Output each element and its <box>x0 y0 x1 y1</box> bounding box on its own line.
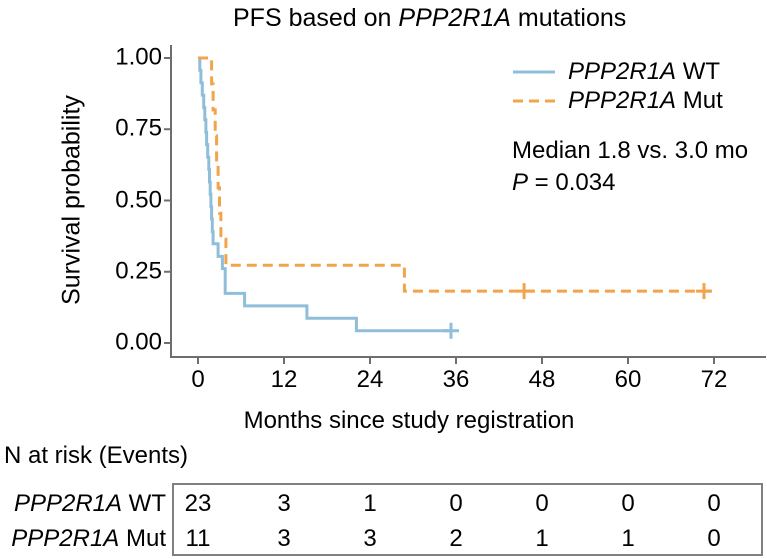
x-tick-label: 72 <box>700 366 728 393</box>
survival-curve-wt <box>198 56 451 333</box>
legend-item-wt: PPP2R1A WT <box>512 58 720 86</box>
risk-gene-mut: PPP2R1A <box>11 525 120 552</box>
p-value-annotation: P = 0.034 <box>512 169 615 197</box>
survival-curve-mut <box>198 56 712 293</box>
censor-mark-mut <box>516 283 533 300</box>
p-value-text: = 0.034 <box>528 169 616 196</box>
risk-gene-wt: PPP2R1A <box>13 490 123 517</box>
legend-gene-mut: PPP2R1A <box>568 87 677 114</box>
title-suffix: mutations <box>510 4 627 32</box>
risk-table-header: N at risk (Events) <box>4 442 189 469</box>
p-value-symbol: P <box>512 169 529 196</box>
x-tick-label: 12 <box>270 366 298 393</box>
risk-row-label-mut: PPP2R1A Mut <box>0 525 166 553</box>
wt-line-swatch-icon <box>513 70 555 74</box>
risk-count-cell: 2 <box>449 525 463 552</box>
risk-count-cell: 0 <box>707 525 721 552</box>
risk-count-cell: 0 <box>535 490 549 517</box>
risk-count-cell: 1 <box>535 525 549 552</box>
risk-count-cell: 1 <box>363 490 377 517</box>
risk-count-cell: 3 <box>277 525 291 552</box>
risk-count-cell: 0 <box>449 490 463 517</box>
legend-label-wt: PPP2R1A WT <box>568 58 720 86</box>
x-tick-label: 48 <box>528 366 556 393</box>
x-tick-label: 0 <box>191 366 205 393</box>
risk-rest-wt: WT <box>122 490 166 517</box>
risk-count-cell: 3 <box>363 525 377 552</box>
y-tick-label: 0.25 <box>115 257 162 285</box>
title-gene: PPP2R1A <box>398 4 511 32</box>
y-tick-label: 1.00 <box>115 43 162 71</box>
legend-gene-wt: PPP2R1A <box>568 58 677 85</box>
median-annotation: Median 1.8 vs. 3.0 mo <box>512 137 749 164</box>
risk-count-cell: 0 <box>621 490 635 517</box>
risk-row-label-wt: PPP2R1A WT <box>0 490 166 518</box>
mut-line-swatch-icon <box>513 99 555 103</box>
y-axis-label: Survival probability <box>57 95 86 305</box>
x-axis-label: Months since study registration <box>243 407 575 434</box>
censor-mark-wt <box>442 322 459 339</box>
y-tick-label: 0.00 <box>115 328 162 356</box>
title-prefix: PFS based on <box>233 4 399 32</box>
legend-label-mut: PPP2R1A Mut <box>568 87 723 115</box>
x-tick-label: 24 <box>356 366 384 393</box>
chart-title: PFS based on PPP2R1A mutations <box>233 4 626 33</box>
risk-count-cell: 1 <box>621 525 635 552</box>
x-tick-label: 60 <box>614 366 642 393</box>
y-tick-label: 0.50 <box>115 185 162 213</box>
risk-count-cell: 0 <box>707 490 721 517</box>
legend-rest-wt: WT <box>676 58 721 85</box>
risk-rest-mut: Mut <box>119 525 166 552</box>
risk-count-cell: 23 <box>184 490 212 517</box>
legend-item-mut: PPP2R1A Mut <box>512 87 723 115</box>
risk-table-box <box>172 483 763 556</box>
legend-rest-mut: Mut <box>676 87 723 114</box>
risk-count-cell: 11 <box>185 525 211 552</box>
censor-mark-mut <box>695 283 712 300</box>
risk-count-cell: 3 <box>277 490 291 517</box>
y-tick-label: 0.75 <box>115 114 162 142</box>
x-tick-label: 36 <box>442 366 470 393</box>
axis-lines <box>170 45 766 358</box>
